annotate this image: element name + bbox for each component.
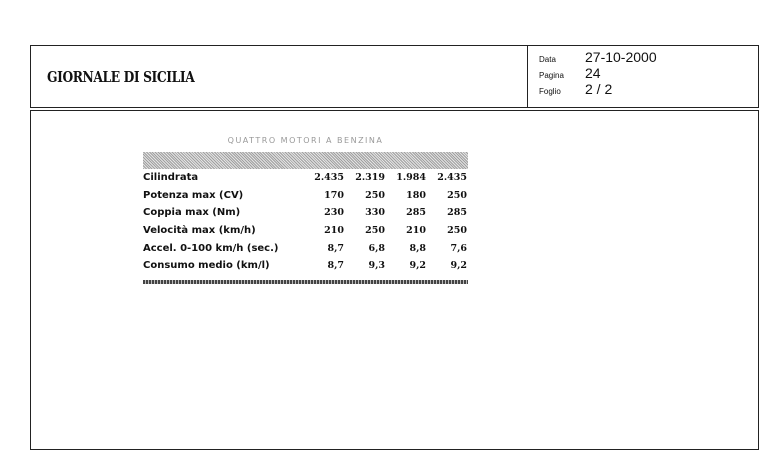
- row-label: Velocità max (km/h): [143, 225, 256, 237]
- row-value: 9,2: [409, 260, 426, 272]
- meta-page: Pagina 24: [539, 65, 601, 81]
- row-label: Cilindrata: [143, 172, 199, 184]
- meta-label: Foglio: [539, 87, 561, 96]
- row-value: 1.984: [396, 172, 426, 184]
- table-row: Potenza max (CV) 170 250 180 250: [143, 187, 468, 205]
- row-value: 180: [406, 189, 426, 201]
- row-value: 210: [406, 225, 426, 237]
- row-value: 2.435: [437, 172, 467, 184]
- table-row: Cilindrata 2.435 2.319 1.984 2.435: [143, 169, 468, 187]
- row-value: 250: [447, 225, 467, 237]
- row-value: 330: [365, 207, 385, 219]
- row-value: 250: [365, 225, 385, 237]
- table-row: Consumo medio (km/l) 8,7 9,3 9,2 9,2: [143, 257, 468, 275]
- meta-value: 24: [585, 65, 601, 81]
- meta-value: 2 / 2: [585, 81, 613, 97]
- meta-label: Pagina: [539, 71, 564, 80]
- row-value: 8,7: [327, 242, 344, 254]
- row-label: Consumo medio (km/l): [143, 260, 270, 272]
- row-value: 6,8: [368, 242, 385, 254]
- header-band: [143, 152, 468, 169]
- row-value: 9,2: [450, 260, 467, 272]
- row-value: 9,3: [368, 260, 385, 272]
- meta-value: 27-10-2000: [585, 49, 657, 65]
- engine-table: Quattro motori a benzina Cilindrata 2.435…: [143, 136, 468, 284]
- table-row: Velocità max (km/h) 210 250 210 250: [143, 222, 468, 240]
- table-row: Coppia max (Nm) 230 330 285 285: [143, 204, 468, 222]
- row-value: 285: [406, 207, 426, 219]
- row-value: 2.319: [355, 172, 385, 184]
- meta-sheet: Foglio 2 / 2: [539, 81, 612, 97]
- row-value: 285: [447, 207, 467, 219]
- row-value: 250: [447, 189, 467, 201]
- row-value: 8,8: [409, 242, 426, 254]
- publication-logo: GIORNALE DI SICILIA: [47, 68, 195, 86]
- meta-date: Data 27-10-2000: [539, 49, 657, 65]
- table-row: Accel. 0-100 km/h (sec.) 8,7 6,8 8,8 7,6: [143, 239, 468, 257]
- row-value: 8,7: [327, 260, 344, 272]
- row-label: Potenza max (CV): [143, 189, 244, 201]
- row-value: 210: [324, 225, 344, 237]
- footer-rule: [143, 279, 468, 284]
- row-value: 250: [365, 189, 385, 201]
- table-title: Quattro motori a benzina: [227, 136, 384, 145]
- row-value: 2.435: [314, 172, 344, 184]
- row-value: 230: [324, 207, 344, 219]
- meta-box: Data 27-10-2000 Pagina 24 Foglio 2 / 2: [527, 45, 759, 108]
- header-box: GIORNALE DI SICILIA: [30, 45, 528, 108]
- row-label: Coppia max (Nm): [143, 207, 241, 219]
- row-label: Accel. 0-100 km/h (sec.): [143, 242, 279, 254]
- row-value: 170: [324, 189, 344, 201]
- meta-label: Data: [539, 55, 556, 64]
- row-value: 7,6: [450, 242, 467, 254]
